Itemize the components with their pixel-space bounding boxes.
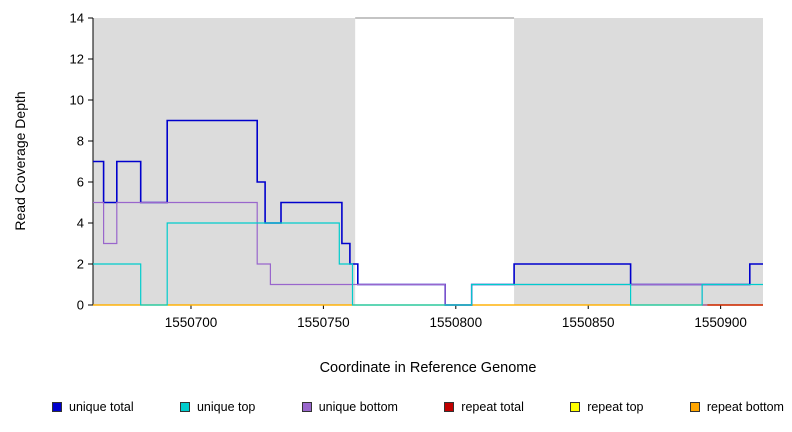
y-tick-label: 12	[70, 52, 84, 67]
y-axis-label: Read Coverage Depth	[12, 91, 28, 231]
x-tick-label: 1550750	[297, 315, 350, 330]
legend-item-unique-top: unique top	[179, 400, 256, 414]
shaded-region	[514, 18, 763, 305]
y-tick-label: 6	[77, 175, 84, 190]
y-tick-label: 10	[70, 93, 84, 108]
legend-label-repeat-top: repeat top	[587, 400, 644, 414]
legend-swatch-unique-bottom	[301, 402, 312, 412]
x-tick-label: 1550700	[165, 315, 218, 330]
x-tick-label: 1550850	[562, 315, 615, 330]
legend-swatch-repeat-bottom	[689, 402, 700, 412]
legend-item-repeat-top: repeat top	[570, 400, 643, 414]
x-tick-label: 1550800	[430, 315, 483, 330]
legend-label-repeat-total: repeat total	[461, 400, 524, 414]
legend-label-unique-bottom: unique bottom	[318, 400, 398, 414]
y-tick-label: 0	[77, 298, 84, 313]
legend-swatch-unique-total	[52, 402, 62, 412]
y-tick-label: 4	[77, 216, 84, 231]
legend-label-unique-total: unique total	[69, 400, 134, 414]
y-tick-label: 2	[77, 257, 84, 272]
legend-item-unique-bottom: unique bottom	[301, 400, 398, 414]
legend-item-repeat-bottom: repeat bottom	[689, 400, 784, 414]
y-tick-label: 14	[70, 11, 84, 26]
legend-swatch-repeat-total	[444, 402, 455, 412]
legend-label-repeat-bottom: repeat bottom	[706, 400, 784, 414]
legend-swatch-unique-top	[179, 402, 190, 412]
series-unique-top	[93, 222, 763, 306]
legend: unique total unique top unique bottom repea…	[52, 400, 784, 414]
y-tick-label: 8	[77, 134, 84, 149]
x-tick-label: 1550900	[694, 315, 747, 330]
legend-swatch-repeat-top	[570, 402, 581, 412]
coverage-plot: 0 2 4 6 8 10 12 14 1550700 1550750 1550800 1550850 1…	[70, 11, 763, 330]
series-unique-total	[93, 119, 763, 306]
x-axis-label: Coordinate in Reference Genome	[319, 360, 537, 376]
legend-label-unique-top: unique top	[196, 400, 256, 414]
legend-item-unique-total: unique total	[52, 400, 134, 414]
legend-item-repeat-total: repeat total	[444, 400, 524, 414]
